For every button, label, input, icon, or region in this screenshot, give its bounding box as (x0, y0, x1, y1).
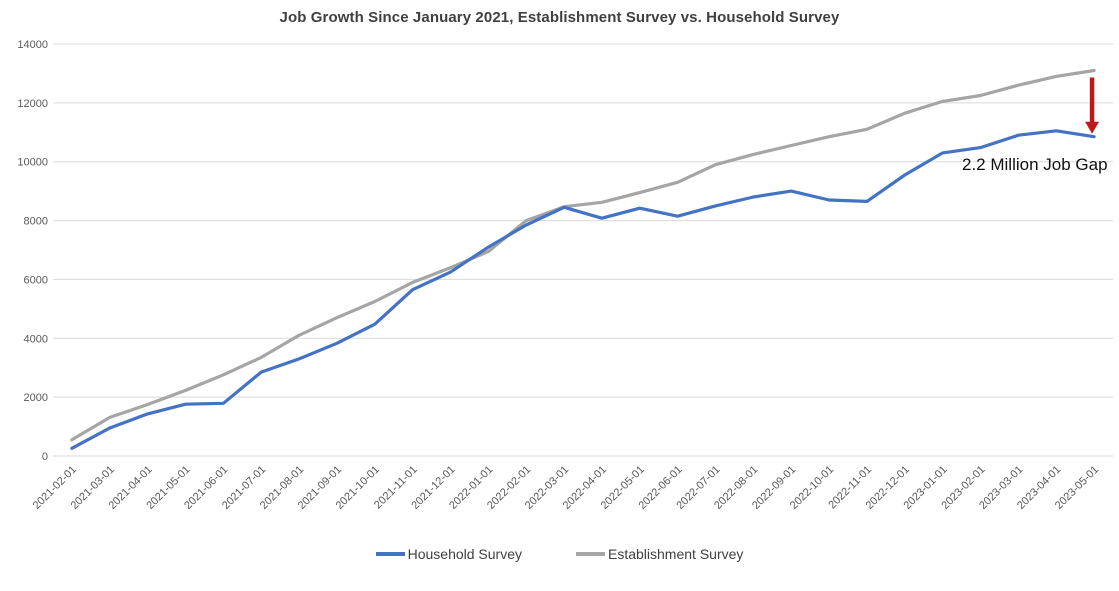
establishment-survey-line (70, 68, 1096, 442)
y-axis-tick-label: 6000 (24, 274, 48, 286)
y-axis-tick-label: 12000 (17, 98, 48, 110)
chart-title: Job Growth Since January 2021, Establish… (279, 9, 840, 26)
establishment-line-swatch (576, 552, 605, 556)
household-survey-line (70, 129, 1096, 450)
y-axis-tick-label: 2000 (24, 392, 48, 404)
legend-label-establishment: Establishment Survey (608, 546, 744, 562)
legend-item-household: Household Survey (375, 546, 522, 562)
y-axis-tick-label: 8000 (24, 216, 48, 228)
legend: Household Survey Establishment Survey (0, 542, 1119, 566)
legend-item-establishment: Establishment Survey (576, 546, 743, 562)
y-axis-tick-label: 14000 (17, 39, 48, 51)
y-axis-tick-label: 10000 (17, 157, 48, 169)
legend-label-household: Household Survey (407, 546, 522, 562)
job-gap-annotation: 2.2 Million Job Gap (962, 155, 1108, 174)
y-axis-tick-label: 0 (42, 451, 48, 463)
household-line-swatch (375, 552, 405, 556)
job-gap-arrowhead-icon (1085, 121, 1100, 134)
y-axis-tick-label: 4000 (24, 333, 48, 345)
